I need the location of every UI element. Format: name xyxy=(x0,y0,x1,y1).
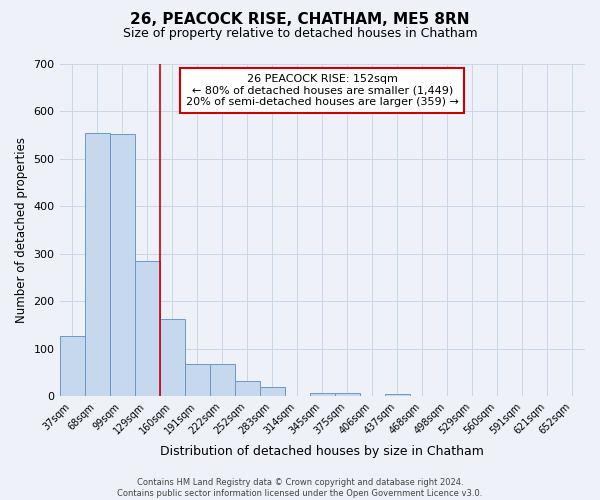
Bar xyxy=(160,319,185,396)
Bar xyxy=(110,134,134,396)
Bar xyxy=(134,261,160,396)
Bar xyxy=(235,380,260,396)
Text: 26 PEACOCK RISE: 152sqm
← 80% of detached houses are smaller (1,449)
20% of semi: 26 PEACOCK RISE: 152sqm ← 80% of detache… xyxy=(186,74,459,107)
Text: Size of property relative to detached houses in Chatham: Size of property relative to detached ho… xyxy=(122,28,478,40)
Bar xyxy=(85,133,110,396)
Y-axis label: Number of detached properties: Number of detached properties xyxy=(15,137,28,323)
X-axis label: Distribution of detached houses by size in Chatham: Distribution of detached houses by size … xyxy=(160,444,484,458)
Bar xyxy=(260,387,285,396)
Text: 26, PEACOCK RISE, CHATHAM, ME5 8RN: 26, PEACOCK RISE, CHATHAM, ME5 8RN xyxy=(130,12,470,28)
Bar xyxy=(209,364,235,396)
Bar xyxy=(310,392,335,396)
Bar xyxy=(59,336,85,396)
Bar xyxy=(335,392,360,396)
Bar xyxy=(185,364,209,396)
Text: Contains HM Land Registry data © Crown copyright and database right 2024.
Contai: Contains HM Land Registry data © Crown c… xyxy=(118,478,482,498)
Bar xyxy=(385,394,410,396)
